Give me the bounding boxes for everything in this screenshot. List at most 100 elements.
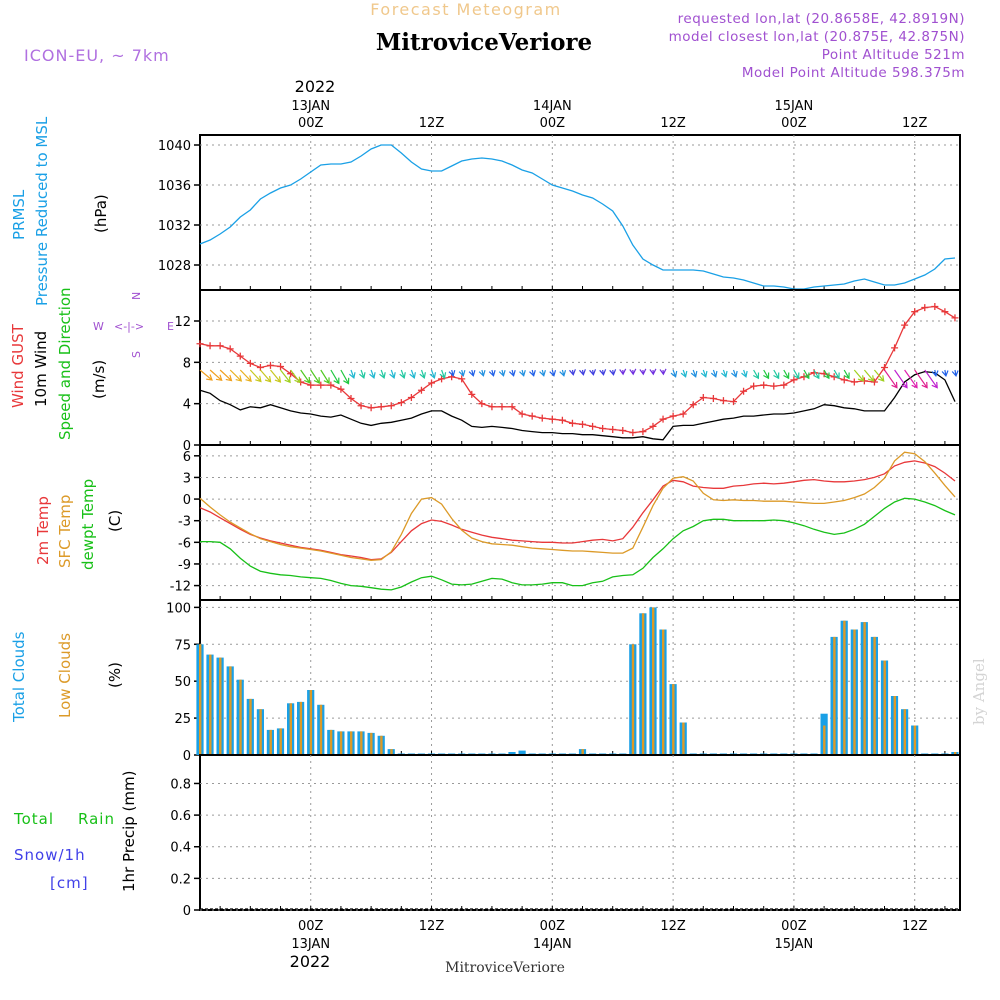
- low-cloud-bar: [390, 749, 393, 755]
- wind-direction-arrow: [721, 369, 728, 378]
- low-cloud-bar: [329, 729, 333, 755]
- low-cloud-bar: [823, 725, 826, 755]
- low-cloud-bar: [209, 654, 212, 755]
- low-cloud-bar: [631, 644, 635, 755]
- clouds-side-labels: Total Clouds Low Clouds (%): [10, 631, 124, 723]
- gust-marker: [458, 375, 466, 383]
- wind-direction-arrow: [229, 369, 243, 382]
- wind-direction-arrow: [219, 369, 233, 382]
- wind-direction-arrow: [931, 369, 939, 378]
- wind-ytick-label: 12: [174, 315, 191, 330]
- watermark: by Angel: [970, 658, 988, 725]
- gust-marker: [196, 340, 204, 348]
- wind-direction-arrow: [629, 368, 637, 376]
- gust-marker: [468, 390, 476, 398]
- wind-direction-arrow: [340, 369, 350, 385]
- wind-direction-arrow: [833, 369, 840, 380]
- gust-marker: [951, 314, 959, 322]
- gust-marker: [579, 420, 587, 428]
- gust-marker: [387, 402, 395, 410]
- total-cloud-bar: [518, 750, 526, 755]
- gust-marker: [719, 397, 727, 405]
- temperature-panel: -12 -9 -6 -3 0 3 6: [170, 444, 961, 601]
- precip-side-labels: Total Rain Snow/1h [cm] 1hr Precip (mm): [13, 771, 138, 892]
- gust-marker: [619, 427, 627, 435]
- wind-direction-arrow: [559, 369, 567, 377]
- wind-direction-arrow: [793, 369, 800, 380]
- low-cloud-bar: [913, 725, 917, 755]
- clouds-ytick-label: 50: [174, 675, 191, 690]
- wind-ytick-label: 0: [183, 439, 191, 454]
- gust-marker: [891, 344, 899, 352]
- clouds-unit: (%): [106, 662, 124, 688]
- low-cloud-bar: [853, 629, 856, 755]
- pressure-ytick-label: 1032: [158, 219, 191, 234]
- precip-ytick-label: 0.4: [170, 841, 191, 856]
- gust-marker: [941, 308, 949, 316]
- low-cloud-bar: [269, 729, 272, 755]
- wind-label-gust: Wind GUST: [9, 323, 27, 408]
- low-cloud-bar: [873, 636, 876, 755]
- wind-direction-arrow: [539, 369, 546, 377]
- gust-marker: [901, 321, 909, 329]
- low-cloud-bar: [863, 622, 866, 755]
- wind-direction-arrow: [670, 369, 678, 378]
- low-cloud-bar: [672, 684, 675, 755]
- wind-direction-arrow: [239, 369, 252, 383]
- wind-direction-arrow: [803, 369, 810, 380]
- temp-label-sfc: SFC Temp: [56, 495, 74, 568]
- low-cloud-bar: [682, 722, 685, 755]
- gust-marker: [236, 352, 244, 360]
- bottom-year-label: 2022: [290, 952, 331, 971]
- gust-marker: [508, 403, 516, 411]
- wind-direction-arrow: [813, 369, 820, 380]
- top-time-label: 00Z: [540, 116, 566, 131]
- top-time-label: 12Z: [902, 116, 928, 131]
- gust-marker: [488, 403, 496, 411]
- wind-direction-arrow: [419, 369, 426, 380]
- header-requested: requested lon,lat (20.8658E, 42.8919N): [678, 11, 965, 27]
- low-cloud-bar: [339, 731, 343, 755]
- wind-direction-arrow: [300, 369, 311, 384]
- bottom-time-label: 12Z: [660, 919, 686, 934]
- wind-direction-arrow: [914, 369, 928, 389]
- gust-marker: [206, 342, 214, 350]
- top-time-label: 12Z: [419, 116, 445, 131]
- low-cloud-bar: [893, 696, 896, 755]
- gust-marker: [790, 376, 798, 384]
- wind-direction-arrow: [379, 369, 386, 379]
- temp-frame: [199, 444, 961, 601]
- wind-direction-arrow: [199, 369, 213, 381]
- wind-direction-arrow: [783, 369, 790, 380]
- wind-direction-arrow: [941, 369, 949, 378]
- wind-direction-arrow: [823, 369, 830, 380]
- temp-ytick-label: 6: [183, 450, 191, 465]
- wind-direction-arrow: [773, 369, 780, 380]
- gust-marker: [609, 426, 617, 433]
- gust-marker: [397, 399, 405, 407]
- header-closest: model closest lon,lat (20.875E, 42.875N): [669, 29, 965, 45]
- header-point-altitude: Point Altitude 521m: [822, 47, 965, 63]
- clouds-label-low: Low Clouds: [56, 633, 74, 718]
- gust-marker: [246, 359, 254, 367]
- gust-marker: [911, 308, 919, 316]
- wind-direction-arrow: [320, 369, 330, 385]
- temp-2m-line: [199, 460, 956, 561]
- gust-marker: [750, 382, 758, 390]
- gust-marker: [478, 400, 486, 408]
- gust-marker: [689, 401, 697, 409]
- wind-direction-arrow: [478, 369, 486, 377]
- precip-label-snow: Snow/1h: [14, 846, 86, 864]
- header-model-altitude: Model Point Altitude 598.375m: [742, 65, 965, 81]
- pressure-ytick-label: 1036: [158, 179, 191, 194]
- low-cloud-bar: [843, 620, 846, 755]
- top-time-label: 12Z: [660, 116, 686, 131]
- wind-direction-arrow: [763, 369, 770, 380]
- wind-direction-arrow: [753, 369, 760, 380]
- wind-direction-arrow: [649, 368, 657, 376]
- header-title: MitroviceVeriore: [376, 29, 592, 56]
- wind-direction-arrow: [884, 369, 898, 389]
- pressure-ytick-label: 1040: [158, 139, 191, 154]
- gust-marker: [730, 398, 738, 406]
- low-cloud-bar: [319, 704, 323, 755]
